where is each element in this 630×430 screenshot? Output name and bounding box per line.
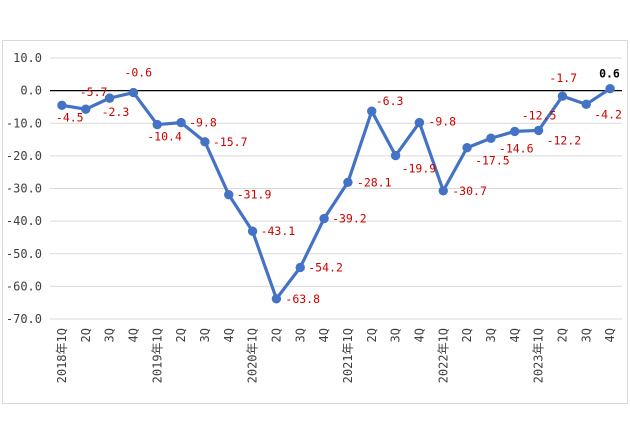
x-tick-label: 2018年1Q: [55, 328, 69, 383]
data-label: -9.8: [189, 116, 217, 130]
data-point: [295, 262, 305, 273]
y-tick-label: -60.0: [6, 279, 42, 293]
x-tick-label: 4Q: [317, 328, 331, 342]
data-point: [414, 117, 425, 128]
x-tick-label: 2Q: [460, 328, 474, 342]
x-tick-label: 2Q: [79, 328, 93, 342]
data-label: -28.1: [357, 175, 392, 189]
x-tick-label: 2Q: [555, 328, 569, 342]
x-tick-label: 3Q: [198, 328, 212, 342]
y-tick-label: -70.0: [6, 312, 42, 326]
data-point: [343, 177, 353, 188]
y-tick-label: -10.0: [6, 116, 42, 130]
x-tick-label: 2021年1Q: [341, 328, 355, 383]
data-point: [200, 137, 210, 147]
x-tick-label: 2Q: [174, 328, 188, 342]
data-point: [104, 93, 115, 103]
data-point: [605, 83, 615, 94]
data-label: -54.2: [308, 260, 343, 274]
data-label: -31.9: [237, 188, 272, 202]
data-point: [438, 186, 448, 196]
x-tick-label: 2Q: [269, 328, 283, 342]
y-tick-label: -20.0: [6, 149, 42, 163]
x-tick-label: 3Q: [389, 328, 403, 342]
data-point: [319, 213, 329, 224]
x-tick-label: 2019年1Q: [150, 328, 164, 383]
x-tick-label: 4Q: [412, 328, 426, 342]
data-point: [462, 143, 472, 153]
data-point: [152, 119, 162, 130]
x-tick-label: 3Q: [484, 328, 498, 342]
x-tick-label: 4Q: [222, 328, 236, 342]
data-label: -6.3: [376, 94, 404, 108]
data-label: -0.6: [124, 66, 152, 80]
y-tick-label: 10.0: [13, 51, 42, 65]
x-tick-label: 3Q: [293, 328, 307, 342]
data-label: -17.5: [475, 154, 510, 168]
data-point: [271, 294, 282, 304]
x-tick-label: 2020年1Q: [246, 328, 260, 383]
data-label: -14.6: [499, 141, 534, 155]
data-point: [57, 100, 67, 111]
data-label: -12.2: [547, 133, 582, 147]
x-tick-label: 3Q: [579, 328, 593, 342]
data-label: -5.7: [80, 85, 108, 99]
data-label: -15.7: [213, 135, 248, 149]
data-point: [533, 125, 544, 136]
data-point: [557, 91, 568, 101]
data-label: -4.5: [56, 110, 84, 124]
data-point: [81, 104, 91, 114]
data-label: -4.2: [594, 107, 622, 121]
data-point: [367, 106, 377, 116]
y-tick-label: -40.0: [6, 214, 42, 228]
data-label: -2.3: [102, 105, 130, 119]
data-point: [390, 150, 401, 161]
data-label: -12.5: [522, 108, 557, 122]
data-label: -63.8: [285, 292, 320, 306]
data-point: [247, 226, 258, 236]
x-tick-label: 2023年1Q: [532, 328, 546, 383]
x-tick-label: 4Q: [126, 328, 140, 342]
data-label: -39.2: [332, 212, 367, 226]
x-tick-label: 2Q: [365, 328, 379, 342]
data-label: -9.8: [428, 115, 456, 129]
data-point: [128, 87, 139, 98]
data-label: -10.4: [147, 130, 182, 144]
data-point: [581, 99, 591, 110]
data-point: [176, 117, 186, 128]
y-tick-label: -50.0: [6, 247, 42, 261]
data-point: [486, 133, 496, 143]
data-label: -19.9: [402, 162, 437, 176]
x-tick-label: 4Q: [603, 328, 617, 342]
y-tick-label: -30.0: [6, 182, 42, 196]
data-point: [224, 189, 234, 200]
data-label: 0.6: [599, 67, 620, 81]
data-label: -43.1: [261, 224, 296, 238]
data-label: -30.7: [452, 184, 487, 198]
x-tick-label: 4Q: [508, 328, 522, 342]
y-tick-label: 0.0: [20, 84, 42, 98]
x-tick-label: 3Q: [103, 328, 117, 342]
x-tick-label: 2022年1Q: [436, 328, 450, 383]
data-label: -1.7: [549, 71, 577, 85]
data-point: [510, 126, 520, 137]
